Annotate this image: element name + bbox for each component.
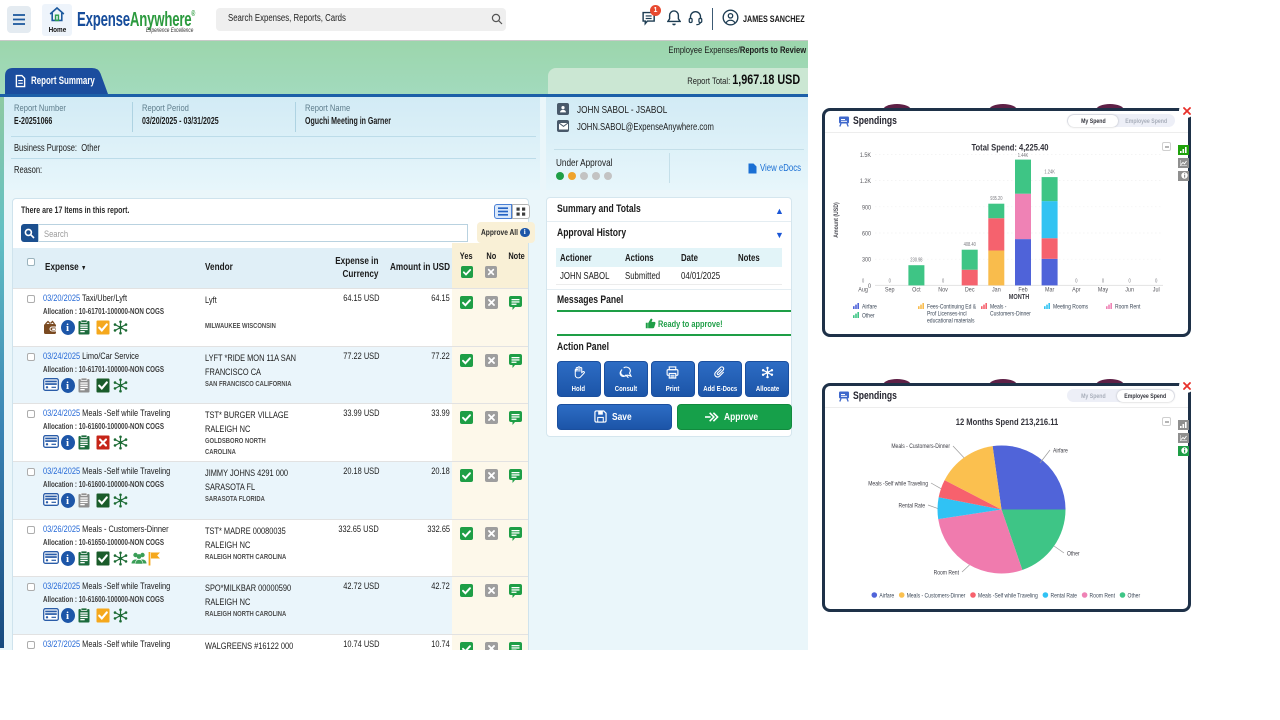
svg-text:0: 0 xyxy=(942,278,945,284)
svg-text:Meals -Self while Traveling: Meals -Self while Traveling xyxy=(978,593,1038,600)
svg-text:935.20: 935.20 xyxy=(990,196,1003,202)
svg-text:Other: Other xyxy=(862,313,875,320)
svg-text:Amount (USD): Amount (USD) xyxy=(834,202,841,237)
svg-text:Sep: Sep xyxy=(885,286,895,294)
svg-text:Meals -Self while Traveling: Meals -Self while Traveling xyxy=(868,481,928,488)
svg-text:Airfare: Airfare xyxy=(1053,448,1068,455)
svg-text:Room Rent: Room Rent xyxy=(934,570,960,577)
svg-text:Fees-Continuing Ed &: Fees-Continuing Ed & xyxy=(927,304,976,311)
svg-text:600: 600 xyxy=(862,230,872,238)
svg-text:Customers-Dinner: Customers-Dinner xyxy=(990,311,1031,318)
svg-text:Meals -: Meals - xyxy=(990,304,1007,311)
svg-text:0: 0 xyxy=(1075,278,1078,284)
svg-text:Other: Other xyxy=(1128,593,1141,600)
svg-text:Room Rent: Room Rent xyxy=(1090,593,1116,600)
svg-text:Meals - Customers-Dinner: Meals - Customers-Dinner xyxy=(891,444,950,451)
svg-text:12 Months Spend 213,216.11: 12 Months Spend 213,216.11 xyxy=(956,416,1059,427)
svg-text:educational materials: educational materials xyxy=(927,318,975,325)
svg-text:1.44K: 1.44K xyxy=(1018,153,1028,159)
svg-text:0: 0 xyxy=(868,282,872,290)
svg-text:300: 300 xyxy=(862,256,872,264)
svg-text:Airfare: Airfare xyxy=(879,593,894,600)
svg-text:0: 0 xyxy=(1155,278,1158,284)
svg-text:1.5K: 1.5K xyxy=(860,151,872,159)
svg-text:900: 900 xyxy=(862,204,872,212)
svg-text:Room Rent: Room Rent xyxy=(1115,304,1141,311)
svg-text:Meals - Customers-Dinner: Meals - Customers-Dinner xyxy=(907,593,966,600)
svg-text:Jan: Jan xyxy=(992,286,1001,294)
svg-text:MONTH: MONTH xyxy=(1009,293,1030,301)
svg-text:Airfare: Airfare xyxy=(862,304,877,311)
svg-text:Mar: Mar xyxy=(1045,286,1054,294)
svg-text:0: 0 xyxy=(889,278,892,284)
svg-text:Nov: Nov xyxy=(938,286,948,294)
svg-text:Apr: Apr xyxy=(1072,286,1080,294)
svg-text:Total Spend: 4,225.40: Total Spend: 4,225.40 xyxy=(971,142,1048,153)
svg-text:Other: Other xyxy=(1067,551,1080,558)
svg-text:Jun: Jun xyxy=(1125,286,1134,294)
svg-text:Feb: Feb xyxy=(1018,286,1028,294)
svg-text:Jul: Jul xyxy=(1153,286,1160,294)
svg-text:Oct: Oct xyxy=(912,286,921,294)
svg-text:May: May xyxy=(1098,286,1109,294)
svg-text:Aug: Aug xyxy=(858,286,868,294)
svg-text:Dec: Dec xyxy=(965,286,975,294)
svg-text:0: 0 xyxy=(1128,278,1131,284)
svg-text:0: 0 xyxy=(1102,278,1105,284)
svg-text:Rental Rate: Rental Rate xyxy=(1050,593,1077,600)
svg-text:1.2K: 1.2K xyxy=(860,178,872,186)
svg-text:0: 0 xyxy=(862,278,865,284)
svg-text:230.98: 230.98 xyxy=(910,257,923,263)
svg-text:Rental Rate: Rental Rate xyxy=(898,503,925,510)
svg-text:Meeting Rooms: Meeting Rooms xyxy=(1053,304,1088,311)
svg-text:Prof Licenses-incl: Prof Licenses-incl xyxy=(927,311,967,318)
svg-text:1.24K: 1.24K xyxy=(1044,169,1054,175)
svg-text:408.40: 408.40 xyxy=(964,242,977,248)
